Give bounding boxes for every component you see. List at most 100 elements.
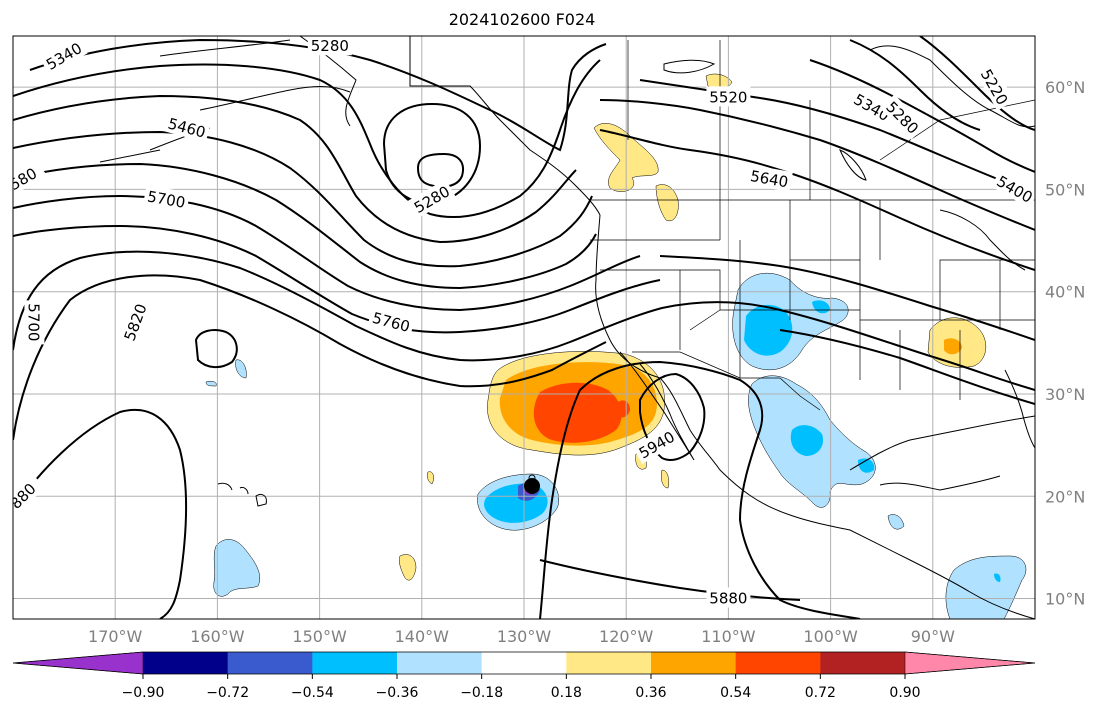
coastline-gulf — [849, 415, 1035, 491]
storm-center-marker — [524, 478, 540, 494]
colorbar-segment — [566, 652, 652, 674]
longitude-tick-label: 160°W — [190, 627, 245, 646]
longitude-tick-label: 130°W — [497, 627, 552, 646]
latitude-tick-label: 50°N — [1045, 180, 1085, 199]
island-hawaii — [217, 482, 267, 507]
contour-5580 — [13, 162, 597, 290]
coastline-baja — [619, 351, 695, 461]
longitude-tick-label: 120°W — [599, 627, 654, 646]
contour-label-background — [632, 424, 681, 464]
contour-5760-south-east — [779, 329, 1035, 405]
colorbar-segments — [12, 651, 1036, 675]
contour-5460 — [13, 94, 577, 244]
contour-5820 — [13, 274, 607, 441]
contour-label: 5520 — [709, 88, 747, 106]
contour-5340 — [29, 38, 607, 152]
coastline-hudson — [869, 45, 1035, 128]
cold-anomaly-mexico-inner — [790, 425, 824, 456]
contour-5880 — [539, 360, 861, 619]
contour-label: 5880 — [709, 590, 747, 608]
contour-label-group: 5520 — [706, 86, 751, 107]
contour-5700-east — [659, 255, 1035, 341]
anomaly-shading — [205, 73, 1027, 619]
border-us-mexico — [632, 351, 821, 411]
warm-anomaly-small-1 — [398, 554, 417, 581]
coastline-west-coast — [595, 214, 1035, 619]
colorbar-tick-label: 0.54 — [720, 685, 751, 701]
colorbar-segment — [651, 652, 737, 674]
contour-label-group: 5280 — [307, 36, 352, 56]
contour-label-background — [13, 472, 46, 519]
contour-label-background — [407, 179, 456, 219]
contour-5340-east — [809, 59, 1035, 173]
contour-label-background — [307, 36, 352, 56]
warm-anomaly-southeast-us-core — [944, 338, 962, 355]
contour-5520 — [13, 130, 593, 268]
warm-anomaly-pacific-inner — [533, 382, 622, 443]
cold-anomaly-mexico-spot — [858, 458, 875, 473]
contour-5400 — [13, 59, 601, 219]
longitude-tick-label: 140°W — [395, 627, 450, 646]
latitude-tick-label: 10°N — [1045, 590, 1085, 609]
island-small — [663, 59, 867, 181]
colorbar-tick-label: 0.72 — [805, 685, 836, 701]
cold-anomaly-hawaii — [213, 539, 260, 597]
cold-anomaly-central-america-core — [994, 573, 1001, 582]
colorbar-segment — [397, 652, 483, 674]
colorbar-tick-label: 0.18 — [551, 685, 582, 701]
colorbar-tick-label: −0.54 — [291, 685, 334, 701]
contour-5880-south — [539, 559, 801, 601]
contour-label-background — [24, 300, 45, 345]
latitude-tick-label: 30°N — [1045, 385, 1085, 404]
colorbar-tick-label: 0.36 — [635, 685, 666, 701]
warm-anomaly-small-4 — [426, 471, 434, 485]
colorbar-extend-min — [12, 651, 144, 675]
latitude-labels: 60°N 50°N 40°N 30°N 20°N 10°N — [1045, 78, 1085, 608]
contour-label-background — [13, 158, 47, 198]
contour-label-background — [746, 164, 793, 192]
colorbar-extend-max — [904, 651, 1036, 675]
contour-label-background — [117, 297, 152, 347]
contour-label-background — [706, 86, 751, 107]
contour-5280-east — [849, 39, 981, 131]
figure-title: 2024102600 F024 — [449, 10, 596, 29]
colorbar-segment — [735, 652, 821, 674]
longitude-tick-label: 100°W — [803, 627, 858, 646]
contour-label-background — [991, 168, 1035, 209]
contour-5280-inner — [416, 152, 464, 188]
contour-label: 5280 — [311, 37, 349, 55]
longitude-tick-label: 150°W — [292, 627, 347, 646]
warm-anomaly-bc — [655, 184, 679, 222]
contour-5640-east — [599, 129, 1035, 271]
coastline-alaska-north — [409, 36, 601, 216]
contour-label-background — [163, 111, 211, 143]
colorbar-tick-label: −0.72 — [206, 685, 249, 701]
contour-label-background — [367, 306, 416, 337]
longitude-tick-label: 170°W — [88, 627, 143, 646]
latitude-tick-label: 60°N — [1045, 78, 1085, 97]
contour-label-background — [143, 184, 190, 213]
contour-label-background — [39, 36, 88, 76]
cold-anomaly-small-1 — [235, 359, 247, 379]
colorbar-tick-label: −0.18 — [460, 685, 503, 701]
contour-label-background — [847, 87, 897, 127]
latitude-tick-label: 20°N — [1045, 487, 1085, 506]
warm-anomaly-small-3 — [661, 469, 669, 489]
contour-label-background — [706, 587, 751, 608]
latitude-tick-label: 40°N — [1045, 283, 1085, 302]
storm-center-ring — [528, 474, 536, 482]
contour-label-background — [880, 94, 926, 140]
contour-5700 — [13, 224, 661, 334]
contour-label: 5700 — [24, 303, 42, 341]
contour-5640 — [13, 194, 641, 312]
colorbar-segment — [312, 652, 398, 674]
cold-anomaly-small-3 — [887, 514, 905, 530]
longitude-labels: 170°W 160°W 150°W 140°W 130°W 120°W 110°W 100°W… — [88, 627, 955, 646]
colorbar-segment — [143, 652, 229, 674]
height-contours — [13, 36, 1035, 619]
contour-5580-east — [599, 99, 1035, 231]
longitude-tick-label: 110°W — [701, 627, 756, 646]
colorbar-tick-label: 0.90 — [889, 685, 920, 701]
